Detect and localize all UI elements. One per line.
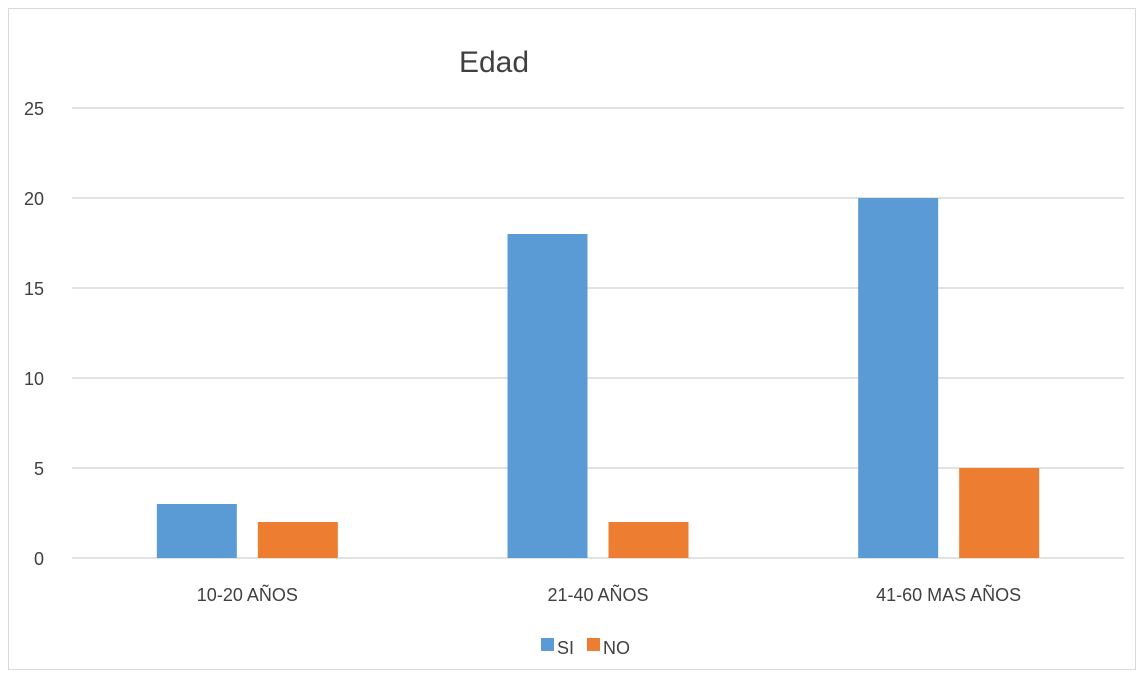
legend-swatch-si bbox=[541, 638, 554, 651]
chart-title: Edad bbox=[459, 46, 529, 79]
y-axis-ticks: 0 5 10 15 20 25 bbox=[24, 99, 44, 569]
legend-label-no: NO bbox=[603, 638, 630, 658]
bar-no-3 bbox=[959, 468, 1040, 558]
x-category-label: 10-20 AÑOS bbox=[197, 584, 298, 605]
legend-swatch-no bbox=[587, 638, 600, 651]
gridlines bbox=[72, 107, 1124, 559]
x-category-label: 21-40 AÑOS bbox=[547, 584, 648, 605]
y-tick-label: 0 bbox=[34, 549, 44, 569]
y-tick-label: 20 bbox=[24, 189, 44, 209]
bar-no-1 bbox=[257, 522, 338, 558]
y-tick-label: 15 bbox=[24, 279, 44, 299]
legend-label-si: SI bbox=[557, 638, 574, 658]
bar-si-1 bbox=[156, 504, 237, 558]
bar-no-2 bbox=[608, 522, 689, 558]
y-tick-label: 5 bbox=[34, 459, 44, 479]
x-axis-labels: 10-20 AÑOS 21-40 AÑOS 41-60 MAS AÑOS bbox=[197, 584, 1021, 605]
bars bbox=[156, 198, 1040, 558]
y-tick-label: 25 bbox=[24, 99, 44, 119]
x-category-label: 41-60 MAS AÑOS bbox=[876, 584, 1021, 605]
y-tick-label: 10 bbox=[24, 369, 44, 389]
bar-si-2 bbox=[507, 234, 588, 558]
bar-si-3 bbox=[858, 198, 939, 558]
legend: SI NO bbox=[541, 638, 630, 658]
